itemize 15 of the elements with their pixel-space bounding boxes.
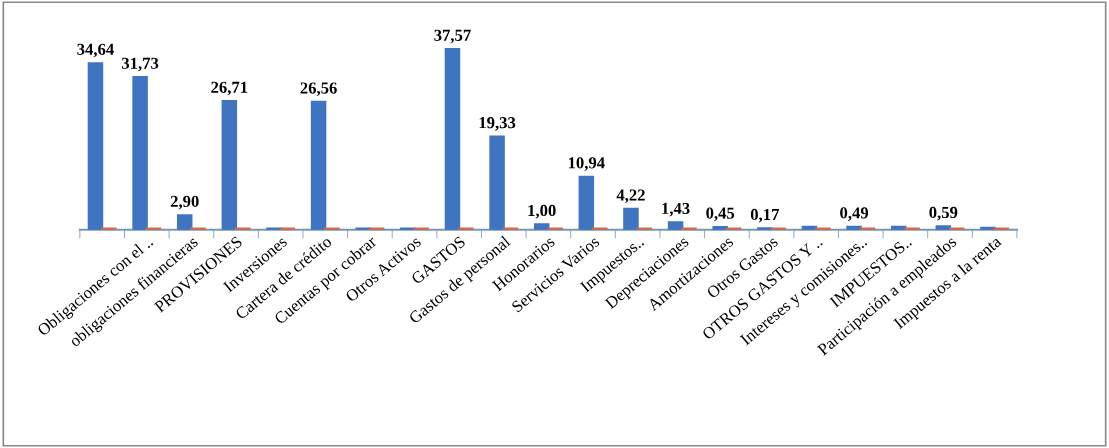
data-label: 26,71 — [211, 81, 248, 96]
data-label: 0,45 — [706, 207, 735, 222]
data-label: 19,33 — [479, 117, 516, 131]
data-label: 10,94 — [568, 157, 605, 171]
data-label: 1,00 — [528, 204, 556, 219]
data-label: 31,73 — [121, 57, 159, 72]
data-label: 37,57 — [434, 29, 471, 44]
data-label: 0,17 — [750, 208, 779, 223]
data-label: 26,56 — [300, 82, 337, 97]
data-label: 2,90 — [170, 195, 199, 210]
data-label: 0,59 — [929, 206, 958, 221]
data-label: 0,49 — [840, 207, 869, 221]
data-label: 1,43 — [662, 202, 690, 217]
data-label: 34,64 — [77, 43, 114, 58]
data-label: 4,22 — [616, 189, 645, 204]
